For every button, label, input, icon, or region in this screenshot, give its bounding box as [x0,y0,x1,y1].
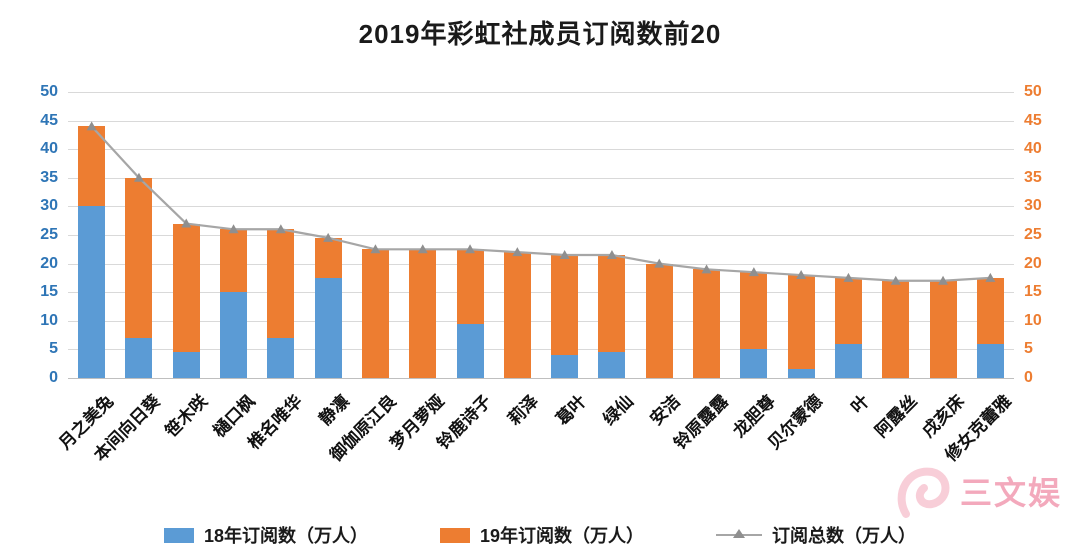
bar-segment-18 [220,292,248,378]
gridline [68,263,1014,265]
y-axis-right-tick: 40 [1024,140,1042,158]
y-axis-left-tick: 25 [40,226,58,243]
y-axis-left-tick: 15 [40,283,58,301]
bar-segment-19 [78,126,106,207]
bar-segment-19 [551,255,579,356]
y-axis-right-tick: 30 [1024,197,1042,215]
x-axis-label: 阿露丝 [871,391,921,442]
y-axis-left-tick: 35 [40,168,58,186]
legend: 18年订阅数（万人） 19年订阅数（万人） 订阅总数（万人） [0,522,1080,548]
y-axis-right-tick: 20 [1024,254,1042,272]
bar-segment-19 [693,269,721,378]
legend-item-total: 订阅总数（万人） [716,522,916,548]
y-axis-left-tick: 0 [49,369,58,386]
y-axis-left-tick: 20 [40,254,58,272]
bar-segment-19 [503,252,531,378]
y-axis-right-tick: 25 [1024,226,1042,243]
gridline [68,349,1014,351]
legend-item-18: 18年订阅数（万人） [163,522,368,548]
watermark-text: 三文娱 [959,475,1062,511]
bar-segment-19 [976,277,1004,344]
y-axis-right-tick: 45 [1024,111,1042,129]
bar-segment-19 [834,277,862,344]
bar-segment-18 [598,352,626,378]
bar-segment-19 [314,237,342,278]
x-axis-label: 绿仙 [599,391,637,430]
bar-segment-19 [220,229,248,293]
y-axis-right-tick: 5 [1024,340,1033,358]
gridline [68,206,1014,208]
bar-segment-18 [976,343,1004,378]
y-axis-right-tick: 0 [1024,369,1033,386]
y-axis-right-tick: 35 [1024,168,1042,186]
y-axis-left-tick: 30 [40,197,58,215]
gridline [68,92,1014,93]
chart-title: 2019年彩虹社成员订阅数前20 [358,19,722,49]
gridline [68,292,1014,294]
gridline [68,120,1014,122]
bar-segment-18 [456,323,484,378]
x-axis-label: 莉泽 [504,391,543,430]
gridline [68,320,1014,322]
bar-segment-19 [740,272,768,350]
y-axis-left-tick: 50 [40,83,58,100]
x-axis-label: 叶 [847,391,874,417]
bar-segment-18 [551,355,579,378]
gridline [68,378,1014,379]
gridline [68,149,1014,151]
bar-segment-19 [361,249,389,378]
y-axis-right-tick: 50 [1024,83,1042,100]
legend-swatch-19-icon [440,527,470,543]
x-axis-label: 笹木咲 [161,391,212,442]
bar-segment-18 [314,277,342,378]
bar-segment-18 [125,337,153,378]
x-axis-label: 葛叶 [552,391,590,430]
y-axis-left-tick: 45 [40,111,58,129]
bar-segment-18 [740,349,768,378]
legend-label-19: 19年订阅数（万人） [480,526,645,546]
bar-segment-19 [409,249,437,378]
bar-segment-19 [787,275,815,370]
legend-swatch-18-icon [163,527,194,543]
bar-segment-18 [787,369,815,378]
bar-segment-19 [172,223,200,353]
watermark: 三文娱 [890,452,1062,530]
bar-segment-18 [834,343,862,378]
y-axis-left-tick: 10 [40,311,58,329]
bar-segment-19 [456,249,484,324]
bar-segment-19 [125,177,153,338]
bar-segment-19 [598,255,626,353]
legend-line-marker-icon [716,529,763,538]
y-axis-right-tick: 10 [1024,311,1042,329]
bar-segment-18 [267,337,295,378]
bar-segment-18 [172,352,200,378]
bar-segment-19 [929,280,957,378]
legend-label-total: 订阅总数（万人） [772,526,917,546]
shrimp-logo-icon [897,467,950,518]
y-axis-left-tick: 40 [40,140,58,158]
plot-area [68,92,1014,379]
y-axis-left-tick: 5 [49,340,58,358]
bar-segment-18 [78,206,106,378]
y-axis-right-tick: 15 [1024,283,1042,301]
legend-item-19: 19年订阅数（万人） [440,522,644,548]
gridline [68,177,1014,179]
gridline [68,235,1014,236]
bar-segment-19 [267,229,295,338]
bar-segment-19 [882,280,910,378]
bar-segment-19 [645,263,673,378]
legend-label-18: 18年订阅数（万人） [203,526,368,546]
